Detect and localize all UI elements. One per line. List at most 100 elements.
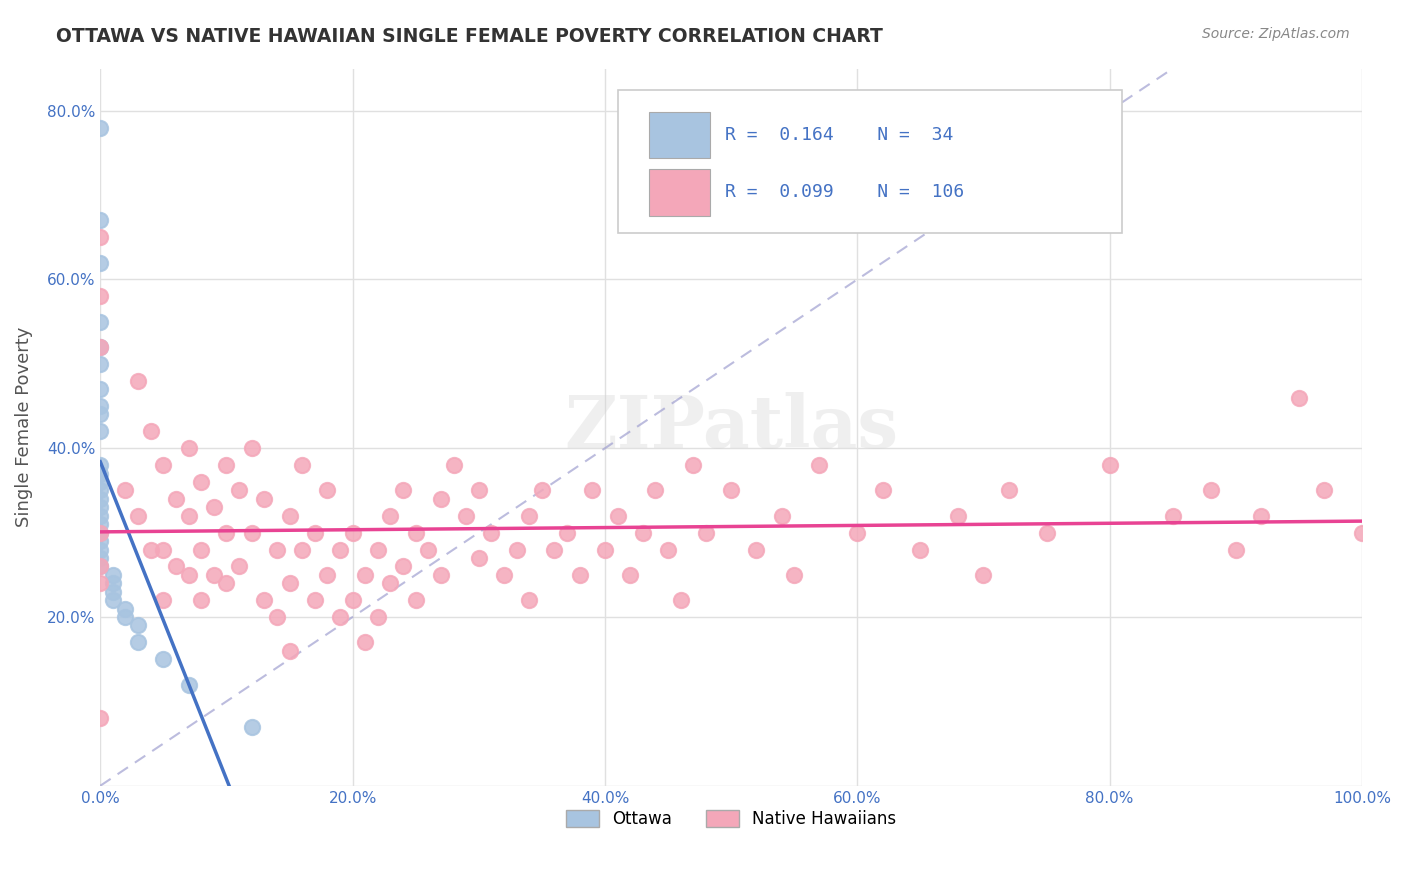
Point <box>152 593 174 607</box>
Point <box>543 542 565 557</box>
Point <box>89 491 111 506</box>
Point <box>380 576 402 591</box>
Point <box>89 357 111 371</box>
Point <box>1225 542 1247 557</box>
Point <box>808 458 831 472</box>
Point <box>354 567 377 582</box>
Point <box>568 567 591 582</box>
Point <box>846 525 869 540</box>
Point <box>492 567 515 582</box>
Point <box>215 525 238 540</box>
Point <box>1288 391 1310 405</box>
Point <box>770 508 793 523</box>
Point <box>89 425 111 439</box>
Point <box>152 652 174 666</box>
Point <box>593 542 616 557</box>
Point <box>342 525 364 540</box>
Point <box>114 601 136 615</box>
Point <box>631 525 654 540</box>
Point <box>89 559 111 574</box>
Point <box>291 458 314 472</box>
Point <box>367 610 389 624</box>
Point <box>240 720 263 734</box>
Point <box>329 610 352 624</box>
Point <box>1161 508 1184 523</box>
Point <box>177 677 200 691</box>
Point <box>101 576 124 591</box>
Point <box>240 525 263 540</box>
Point <box>517 593 540 607</box>
Text: R =  0.164    N =  34: R = 0.164 N = 34 <box>725 126 953 144</box>
Point <box>253 491 276 506</box>
Point <box>657 542 679 557</box>
Point <box>89 525 111 540</box>
Legend: Ottawa, Native Hawaiians: Ottawa, Native Hawaiians <box>560 804 903 835</box>
Point <box>304 593 326 607</box>
Point <box>997 483 1019 498</box>
Point <box>479 525 502 540</box>
Point <box>89 711 111 725</box>
Point <box>266 610 288 624</box>
Point <box>89 551 111 566</box>
Point <box>430 491 453 506</box>
Point <box>190 542 212 557</box>
Point <box>644 483 666 498</box>
Point <box>456 508 478 523</box>
Point <box>418 542 440 557</box>
Point <box>380 508 402 523</box>
Point <box>972 567 994 582</box>
Point <box>177 442 200 456</box>
Point <box>202 500 225 515</box>
Point <box>89 120 111 135</box>
Point <box>291 542 314 557</box>
Point <box>1351 525 1374 540</box>
Point <box>89 500 111 515</box>
Point <box>555 525 578 540</box>
Point <box>165 491 187 506</box>
Point <box>101 593 124 607</box>
Point <box>228 483 250 498</box>
Point <box>443 458 465 472</box>
Point <box>278 576 301 591</box>
Point <box>720 483 742 498</box>
Point <box>89 255 111 269</box>
Point <box>89 340 111 354</box>
Point <box>89 483 111 498</box>
Point <box>89 213 111 227</box>
Text: Source: ZipAtlas.com: Source: ZipAtlas.com <box>1202 27 1350 41</box>
Point <box>581 483 603 498</box>
Point <box>152 542 174 557</box>
Text: ZIPatlas: ZIPatlas <box>564 392 898 463</box>
Point <box>89 475 111 489</box>
Point <box>89 508 111 523</box>
FancyBboxPatch shape <box>650 169 710 216</box>
Point <box>266 542 288 557</box>
Point <box>114 610 136 624</box>
Point <box>1035 525 1057 540</box>
Point <box>367 542 389 557</box>
Point <box>152 458 174 472</box>
Point <box>215 576 238 591</box>
Point <box>910 542 932 557</box>
Point <box>517 508 540 523</box>
Point <box>215 458 238 472</box>
Point <box>948 508 970 523</box>
Point <box>89 467 111 481</box>
Point <box>89 399 111 413</box>
Point <box>505 542 527 557</box>
Point <box>89 382 111 396</box>
Text: R =  0.099    N =  106: R = 0.099 N = 106 <box>725 183 965 201</box>
Point <box>278 644 301 658</box>
Point <box>606 508 628 523</box>
FancyBboxPatch shape <box>617 90 1122 234</box>
Point <box>468 551 491 566</box>
Point <box>316 483 339 498</box>
Point <box>89 230 111 244</box>
Point <box>127 374 149 388</box>
Point <box>392 559 415 574</box>
Point <box>392 483 415 498</box>
Point <box>89 542 111 557</box>
Point <box>669 593 692 607</box>
Point <box>89 525 111 540</box>
Point <box>89 559 111 574</box>
